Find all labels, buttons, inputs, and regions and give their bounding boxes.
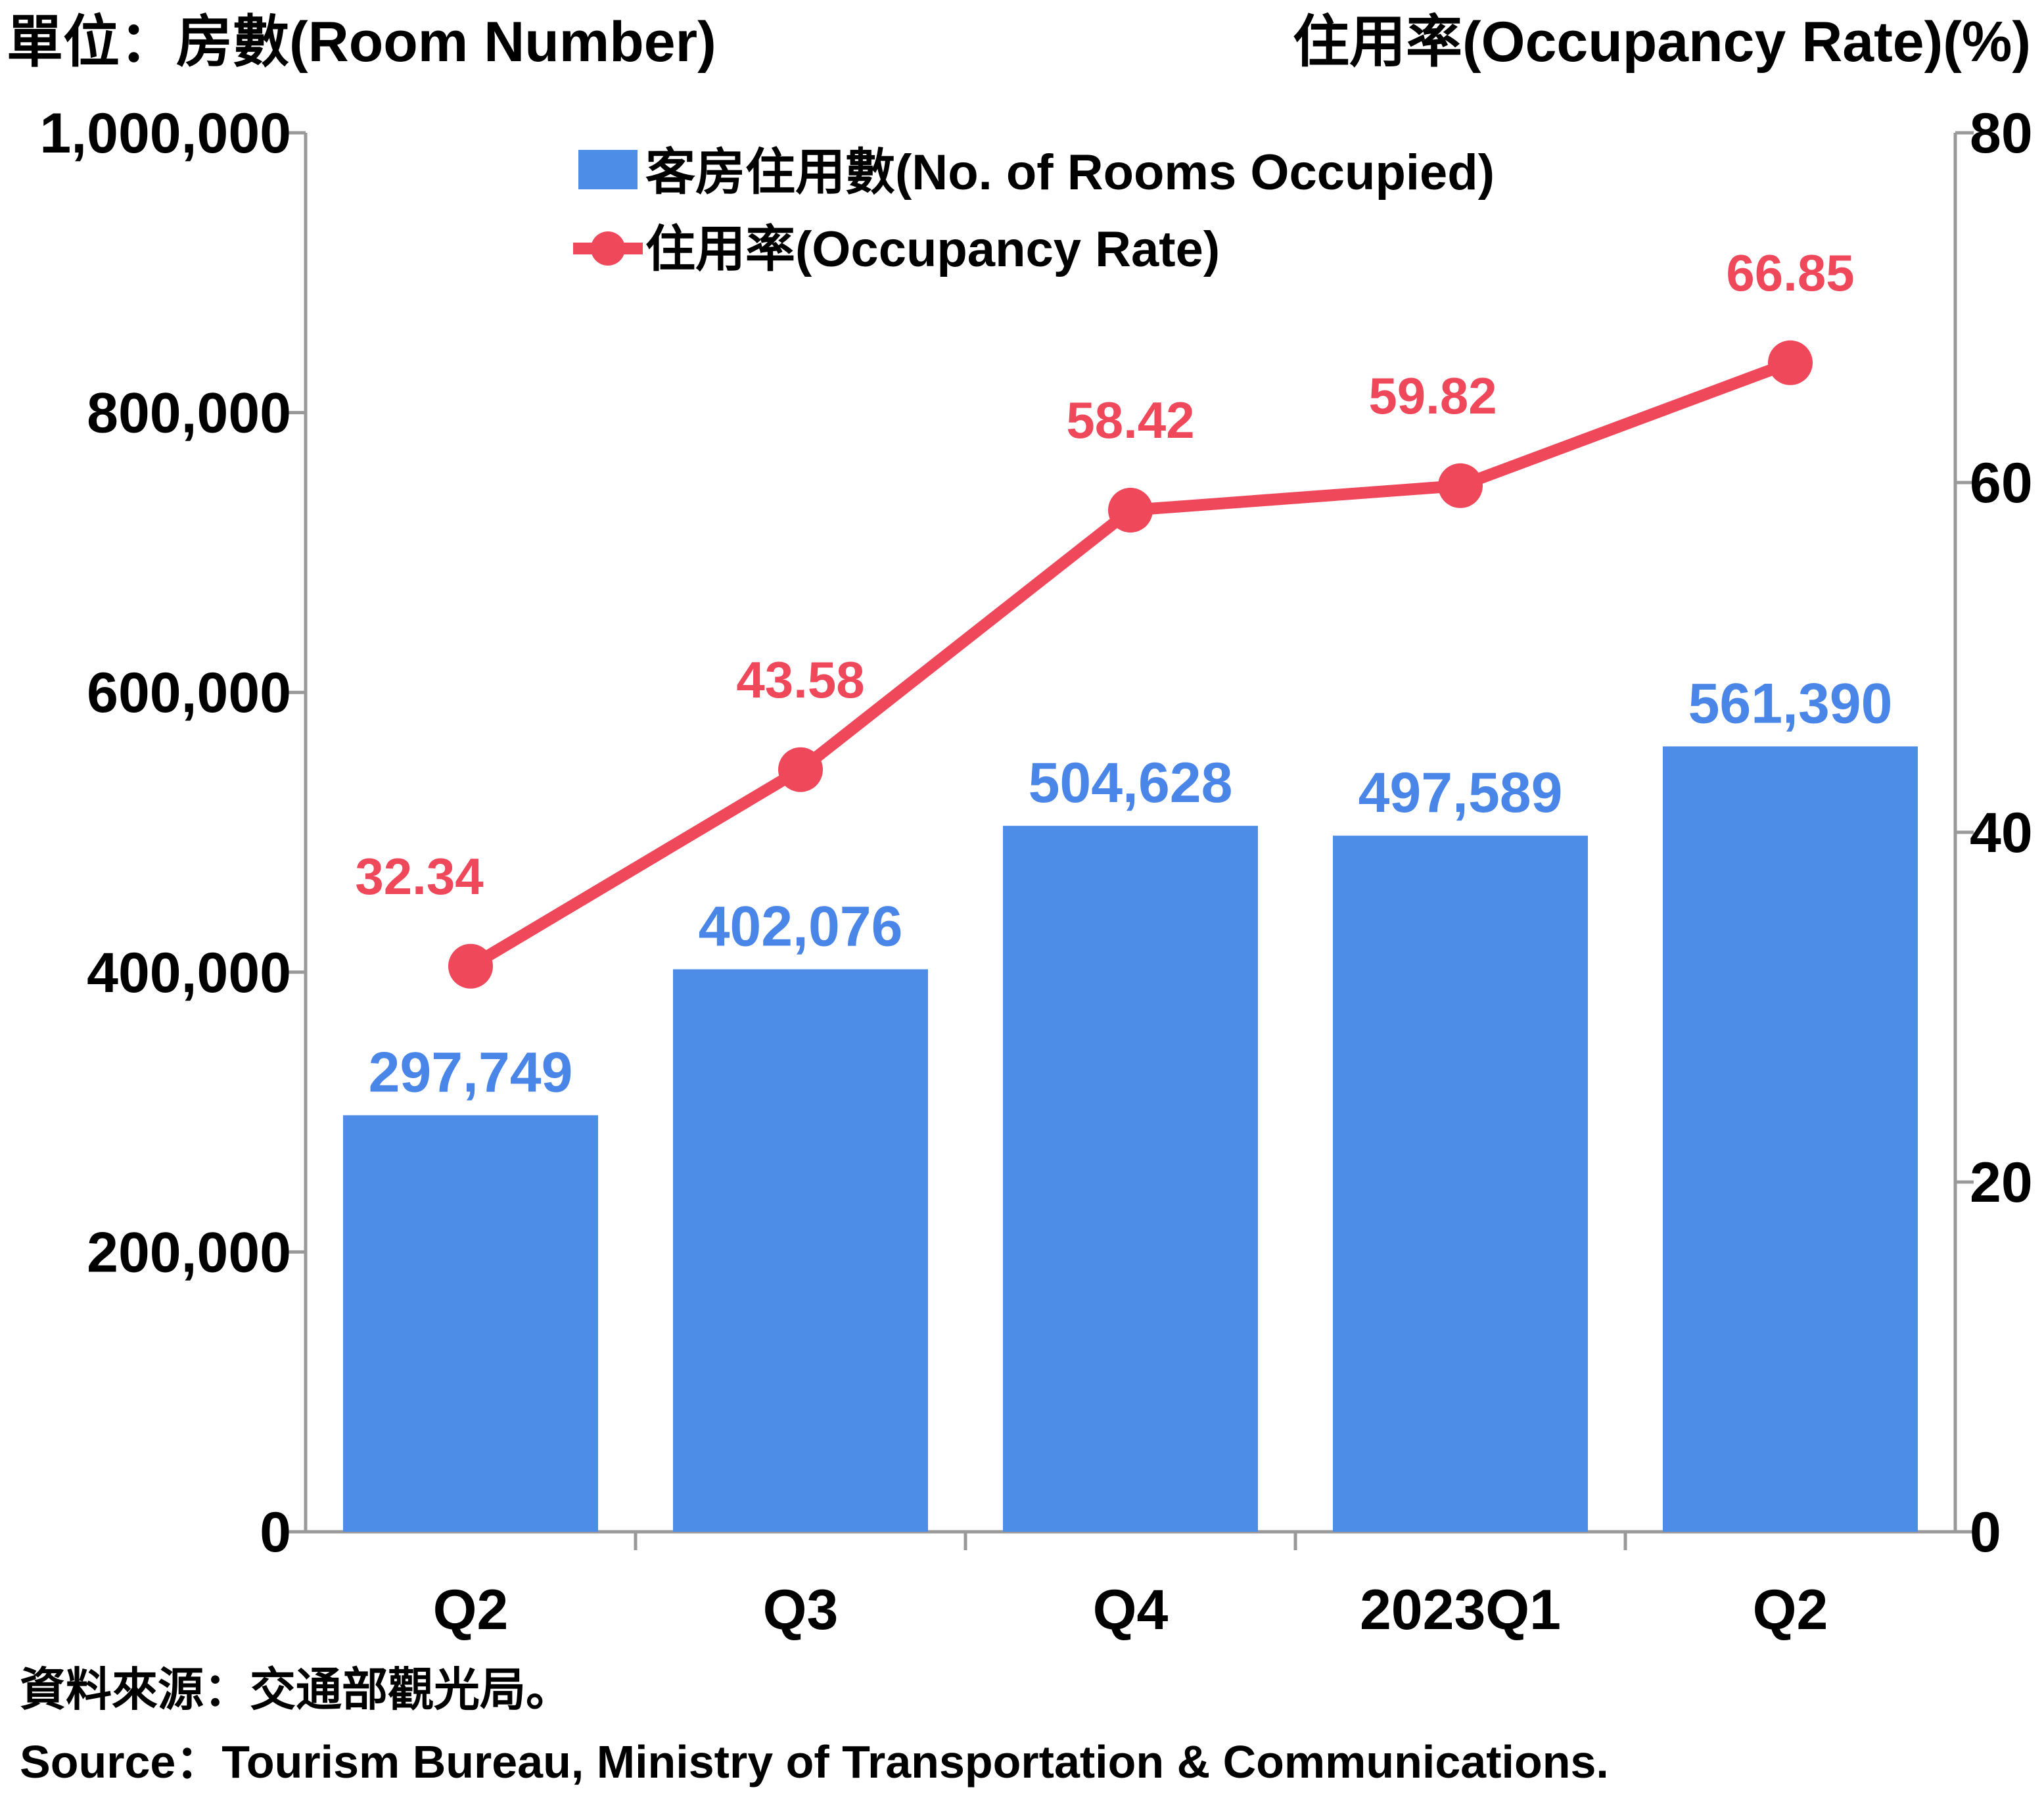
- left-tick-label: 200,000: [87, 1221, 291, 1284]
- left-tick-label: 1,000,000: [39, 102, 291, 165]
- right-tick-label: 40: [1970, 801, 2033, 864]
- chart-legend: 客房住用數(No. of Rooms Occupied) 住用率(Occupan…: [573, 145, 1495, 277]
- x-category-label: Q2: [1753, 1578, 1828, 1642]
- line-point: [1438, 463, 1483, 508]
- bar-series: [343, 746, 1918, 1532]
- rate-value-label: 59.82: [1368, 367, 1497, 425]
- bar: [673, 969, 928, 1532]
- line-series: [448, 340, 1813, 989]
- line-point: [1768, 340, 1813, 385]
- rate-value-label: 58.42: [1066, 391, 1194, 449]
- chart-axes: 0 200,000 400,000 600,000 800,000 1,000,000 0 2…: [39, 102, 2032, 1642]
- left-tick-label: 600,000: [87, 661, 291, 724]
- bar-value-label: 497,589: [1359, 761, 1563, 824]
- bar: [1663, 746, 1918, 1532]
- legend-line-label: 住用率(Occupancy Rate): [645, 222, 1220, 277]
- x-category-label: Q4: [1093, 1578, 1169, 1642]
- source-note-chinese: 資料來源：交通部觀光局。: [20, 1664, 572, 1715]
- right-tick-label: 80: [1970, 102, 2033, 165]
- x-category-label: Q3: [763, 1578, 839, 1642]
- source-note-english: Source：Tourism Bureau, Ministry of Trans…: [20, 1736, 1609, 1788]
- rate-value-label: 66.85: [1726, 244, 1854, 302]
- data-labels: 297,749 402,076 504,628 497,589 561,390 32.34…: [355, 244, 1892, 1104]
- left-tick-label: 0: [260, 1501, 291, 1564]
- right-tick-label: 20: [1970, 1151, 2033, 1214]
- line-point: [1108, 488, 1153, 533]
- bar: [343, 1115, 598, 1532]
- bar-value-label: 561,390: [1688, 672, 1893, 735]
- left-tick-label: 400,000: [87, 941, 291, 1005]
- left-axis-unit-title: 單位：房數(Room Number): [7, 11, 716, 74]
- bar: [1003, 826, 1258, 1532]
- left-tick-label: 800,000: [87, 382, 291, 445]
- bar-value-label: 402,076: [699, 895, 903, 958]
- bar-value-label: 297,749: [369, 1041, 573, 1104]
- x-category-label: Q2: [433, 1578, 509, 1642]
- right-tick-label: 60: [1970, 452, 2033, 515]
- rate-value-label: 32.34: [355, 847, 483, 905]
- legend-line-marker: [591, 231, 625, 266]
- legend-bar-label: 客房住用數(No. of Rooms Occupied): [645, 145, 1495, 201]
- bar-value-label: 504,628: [1029, 751, 1233, 815]
- right-tick-label: 0: [1970, 1501, 2001, 1564]
- line-point: [778, 747, 823, 792]
- right-axis-unit-title: 住用率(Occupancy Rate)(%): [1293, 11, 2031, 74]
- x-category-label: 2023Q1: [1360, 1578, 1561, 1642]
- bar: [1333, 836, 1588, 1532]
- rate-value-label: 43.58: [736, 651, 864, 709]
- line-point: [448, 943, 493, 989]
- legend-bar-swatch: [578, 150, 638, 189]
